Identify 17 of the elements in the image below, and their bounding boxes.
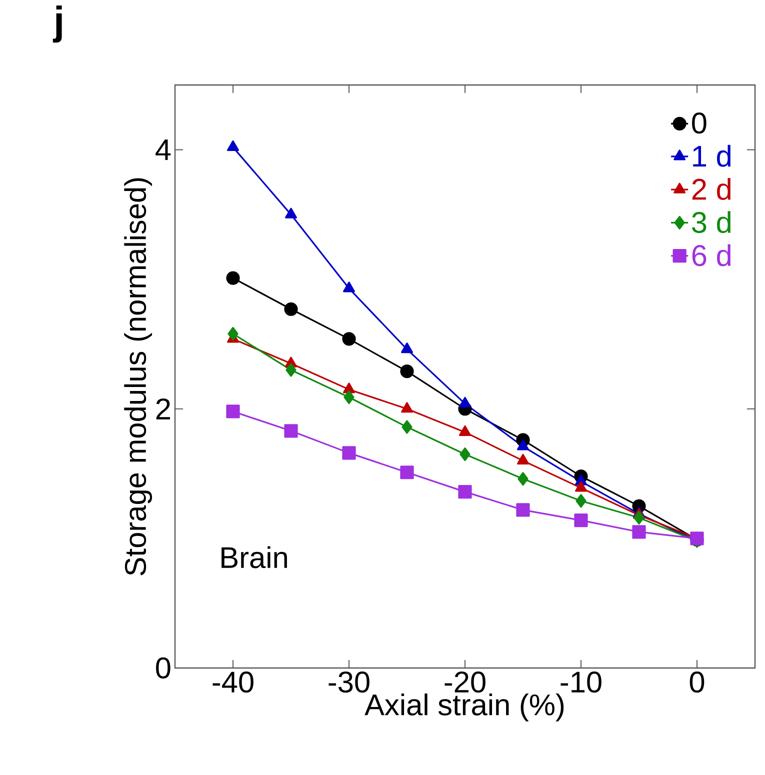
- x-axis-title: Axial strain (%): [364, 694, 564, 722]
- legend-label: 3 d: [692, 211, 730, 234]
- x-tick-label: -30: [328, 672, 370, 693]
- y-tick-label: 4: [156, 139, 171, 160]
- x-tick-label: -20: [444, 672, 486, 693]
- legend-label: 6 d: [692, 244, 730, 266]
- y-tick-label: 2: [156, 398, 170, 420]
- y-tick-label: 0: [156, 657, 170, 679]
- x-tick-label: 0: [690, 672, 704, 693]
- annotation: Brain: [222, 546, 287, 568]
- x-tick-label: -10: [560, 672, 602, 693]
- x-tick-label: -40: [212, 672, 254, 693]
- chart-title: j: [52, 6, 62, 43]
- y-axis-title: Storage modulus (normalised): [124, 178, 152, 576]
- legend-label: 2 d: [692, 178, 730, 200]
- legend-label: 0: [692, 112, 706, 134]
- legend-label: 1 d: [693, 144, 730, 167]
